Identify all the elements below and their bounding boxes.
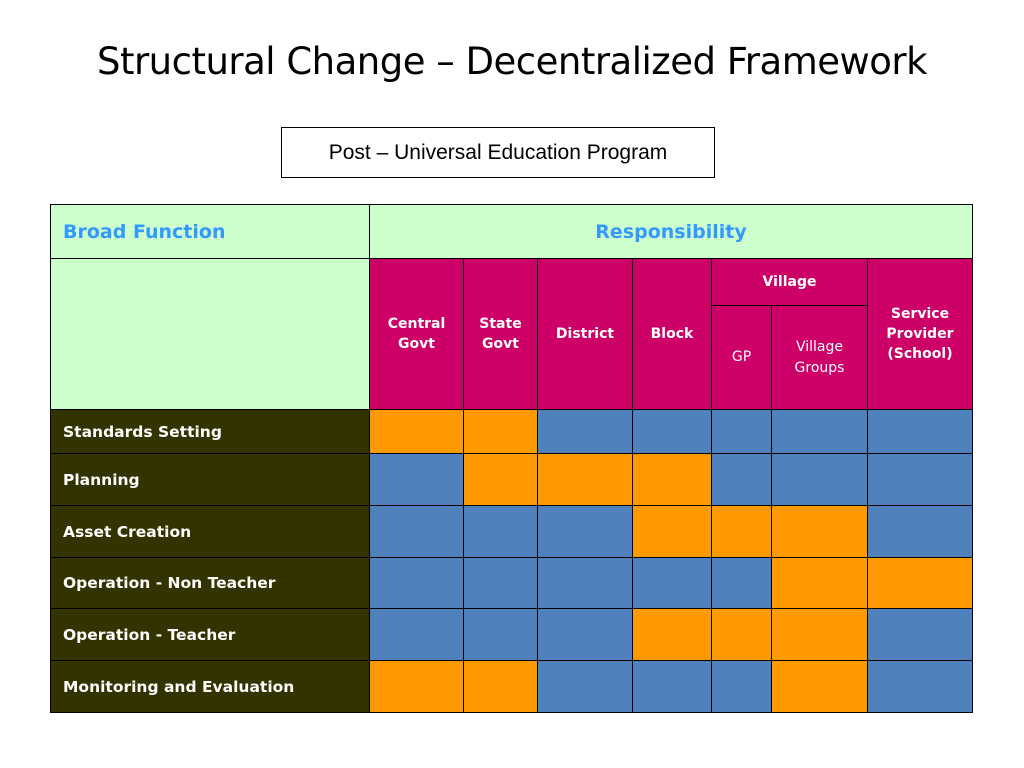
responsibility-cell-state-govt (463, 505, 538, 558)
responsibility-cell-block (632, 557, 712, 609)
gp-header: GP (711, 305, 772, 410)
function-label: Operation - Teacher (50, 608, 370, 661)
responsibility-cell-block (632, 608, 712, 661)
responsibility-cell-state-govt (463, 608, 538, 661)
responsibility-cell-district (537, 453, 633, 506)
responsibility-cell-central-govt (369, 557, 464, 609)
responsibility-cell-service-provider (867, 608, 973, 661)
responsibility-cell-district (537, 608, 633, 661)
responsibility-cell-central-govt (369, 505, 464, 558)
responsibility-cell-gp (711, 660, 772, 713)
responsibility-cell-gp (711, 557, 772, 609)
responsibility-cell-state-govt (463, 453, 538, 506)
slide-title: Structural Change – Decentralized Framew… (96, 40, 928, 83)
subtitle-box: Post – Universal Education Program (281, 127, 715, 178)
responsibility-cell-village-groups (771, 608, 868, 661)
broad-function-header: Broad Function (50, 204, 370, 259)
responsibility-cell-district (537, 409, 633, 454)
responsibility-cell-village-groups (771, 505, 868, 558)
function-label: Asset Creation (50, 505, 370, 558)
header-row-village-sub: GP Village Groups (51, 305, 973, 410)
responsibility-cell-state-govt (463, 557, 538, 609)
service-provider-header: Service Provider (School) (867, 258, 973, 410)
function-row: Operation - Teacher (50, 608, 973, 661)
function-row: Monitoring and Evaluation (50, 660, 973, 713)
responsibility-cell-state-govt (463, 409, 538, 454)
responsibility-cell-district (537, 660, 633, 713)
responsibility-cell-gp (711, 505, 772, 558)
responsibility-cell-block (632, 453, 712, 506)
header-row-levels: Central Govt State Govt District Block V… (50, 258, 973, 410)
header-row-top: Broad Function Responsibility (50, 204, 973, 259)
block-header: Block (632, 258, 712, 410)
responsibility-cell-block (632, 660, 712, 713)
function-row: Standards Setting (50, 409, 973, 454)
responsibility-cell-service-provider (867, 409, 973, 454)
responsibility-cell-block (632, 409, 712, 454)
responsibility-cell-central-govt (369, 608, 464, 661)
function-label: Planning (50, 453, 370, 506)
responsibility-cell-village-groups (771, 557, 868, 609)
responsibility-cell-village-groups (771, 660, 868, 713)
village-groups-header: Village Groups (771, 305, 868, 410)
state-govt-header: State Govt (463, 258, 538, 410)
responsibility-table: Broad Function Responsibility Central Go… (50, 204, 973, 713)
responsibility-cell-service-provider (867, 557, 973, 609)
responsibility-cell-central-govt (369, 409, 464, 454)
function-row: Asset Creation (50, 505, 973, 558)
function-label: Operation - Non Teacher (50, 557, 370, 609)
responsibility-cell-gp (711, 453, 772, 506)
responsibility-cell-gp (711, 409, 772, 454)
district-header: District (537, 258, 633, 410)
responsibility-cell-central-govt (369, 453, 464, 506)
responsibility-cell-district (537, 505, 633, 558)
responsibility-cell-village-groups (771, 453, 868, 506)
blank-function-cell (50, 258, 370, 410)
function-label: Standards Setting (50, 409, 370, 454)
village-header: Village (711, 258, 868, 306)
responsibility-cell-central-govt (369, 660, 464, 713)
responsibility-header: Responsibility (369, 204, 973, 259)
responsibility-cell-state-govt (463, 660, 538, 713)
subtitle-text: Post – Universal Education Program (328, 140, 668, 164)
function-row: Operation - Non Teacher (50, 557, 973, 609)
responsibility-cell-service-provider (867, 505, 973, 558)
responsibility-cell-service-provider (867, 453, 973, 506)
central-govt-header: Central Govt (369, 258, 464, 410)
responsibility-cell-block (632, 505, 712, 558)
function-label: Monitoring and Evaluation (50, 660, 370, 713)
responsibility-cell-village-groups (771, 409, 868, 454)
responsibility-cell-district (537, 557, 633, 609)
responsibility-cell-gp (711, 608, 772, 661)
responsibility-cell-service-provider (867, 660, 973, 713)
function-row: Planning (50, 453, 973, 506)
